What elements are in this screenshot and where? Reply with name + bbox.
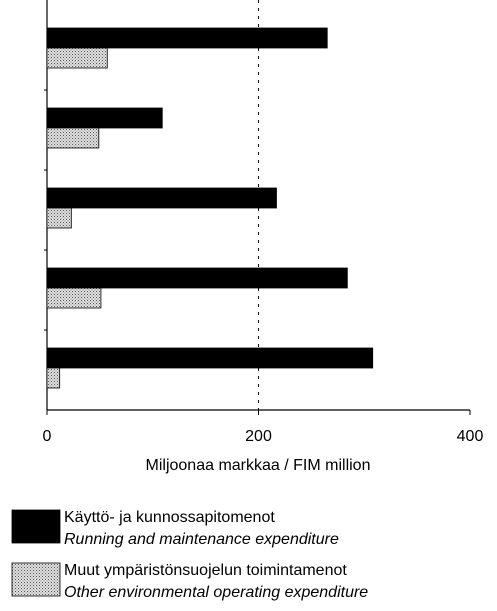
bar [46, 47, 108, 69]
x-tick-label: 0 [43, 428, 52, 445]
bar [46, 267, 348, 289]
legend-label: Muut ympäristönsuojelun toimintamenot [64, 562, 347, 579]
x-axis-label: Miljoonaa markkaa / FIM million [146, 457, 371, 474]
bar [46, 367, 61, 389]
bar [46, 107, 163, 129]
x-tick-label: 400 [457, 428, 484, 445]
x-tick-label: 200 [245, 428, 272, 445]
y-axis-ticks [44, 89, 47, 331]
legend-swatch [11, 562, 61, 597]
bar [46, 287, 102, 309]
legend-label-en: Running and maintenance expenditure [64, 531, 339, 548]
legend-label: Käyttö- ja kunnossapitomenot [64, 509, 275, 526]
bar [46, 187, 277, 209]
legend-swatch [11, 509, 61, 544]
bar [46, 207, 72, 229]
legend-label-en: Other environmental operating expenditur… [64, 584, 368, 601]
bar [46, 347, 374, 369]
bar [46, 127, 100, 149]
bar [46, 27, 328, 49]
